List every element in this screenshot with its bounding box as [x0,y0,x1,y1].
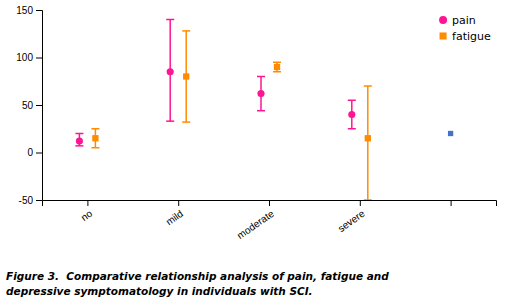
error-cap [273,71,281,73]
series [75,20,355,146]
error-cap [364,85,372,87]
axis-line [43,201,497,207]
error-bar [182,31,190,122]
tick-label: 0 [27,147,33,158]
error-bar [348,100,356,129]
legend-item: fatigue [440,30,491,43]
error-bar [257,77,265,111]
error-bar [273,62,281,72]
tick: -50 [19,195,42,206]
error-cap [182,121,190,123]
point [76,138,83,145]
point [183,73,189,79]
error-bar [75,134,83,146]
error-cap [182,30,190,32]
tick: 0 [27,147,42,158]
series [91,31,371,200]
point [274,64,280,70]
tick-mark [36,10,42,11]
caption: Figure 3. Comparative relationship analy… [6,270,389,297]
error-line [367,86,369,200]
y-axis: -50 0 50 100 150 [16,5,42,206]
tick-label: 150 [16,5,33,16]
caption-line: Figure 3. Comparative relationship analy… [6,270,389,282]
tick-mark [178,200,179,206]
tick-mark [360,200,361,206]
error-cap [348,128,356,130]
tick-label: -50 [19,195,34,206]
point [167,68,174,75]
error-cap [257,110,265,112]
tick-label: no [79,208,95,224]
tick-mark [451,200,452,206]
error-bar [364,86,372,200]
tick-label: mild [164,208,185,228]
point [257,90,264,97]
plot: -50 0 50 100 150 no mild moderate severe pain fati… [16,5,496,241]
tick: moderate [235,200,276,241]
tick: severe [336,200,367,234]
legend-label: pain [452,14,476,27]
legend-marker [439,16,447,24]
tick: 50 [22,100,42,111]
tick-label: 50 [22,100,34,111]
error-cap [257,76,265,78]
tick: no [79,200,95,223]
legend: pain fatigue [439,14,491,43]
error-cap [91,128,99,130]
tick-label: 100 [16,52,33,63]
axis-line [36,11,43,201]
point [92,135,98,141]
error-cap [273,62,281,64]
tick: 150 [16,5,42,16]
tick-mark [36,105,42,106]
tick-mark [36,153,42,154]
point [348,111,355,118]
marks [75,20,453,201]
tick-mark [36,58,42,59]
tick-label: moderate [235,208,276,241]
legend-label: fatigue [452,30,491,43]
chart: -50 0 50 100 150 no mild moderate severe pain fati… [0,0,508,306]
tick-mark [36,200,42,201]
caption-line: depressive symptomatology in individuals… [6,285,313,297]
legend-item: pain [439,14,476,27]
point [365,135,371,141]
tick: 100 [16,52,42,63]
error-cap [75,133,83,135]
error-cap [75,145,83,147]
error-cap [166,19,174,21]
tick-mark [87,200,88,206]
tick-label: severe [336,208,367,234]
x-axis: no mild moderate severe [43,200,497,241]
tick: mild [164,200,185,227]
error-bar [91,129,99,148]
tick-mark [269,200,270,206]
legend-marker [440,32,447,39]
error-cap [166,120,174,122]
point [448,131,453,136]
error-bar [166,20,174,122]
error-cap [91,147,99,149]
tick [451,200,452,206]
error-cap [348,100,356,102]
series [448,131,453,136]
error-cap [364,199,372,200]
